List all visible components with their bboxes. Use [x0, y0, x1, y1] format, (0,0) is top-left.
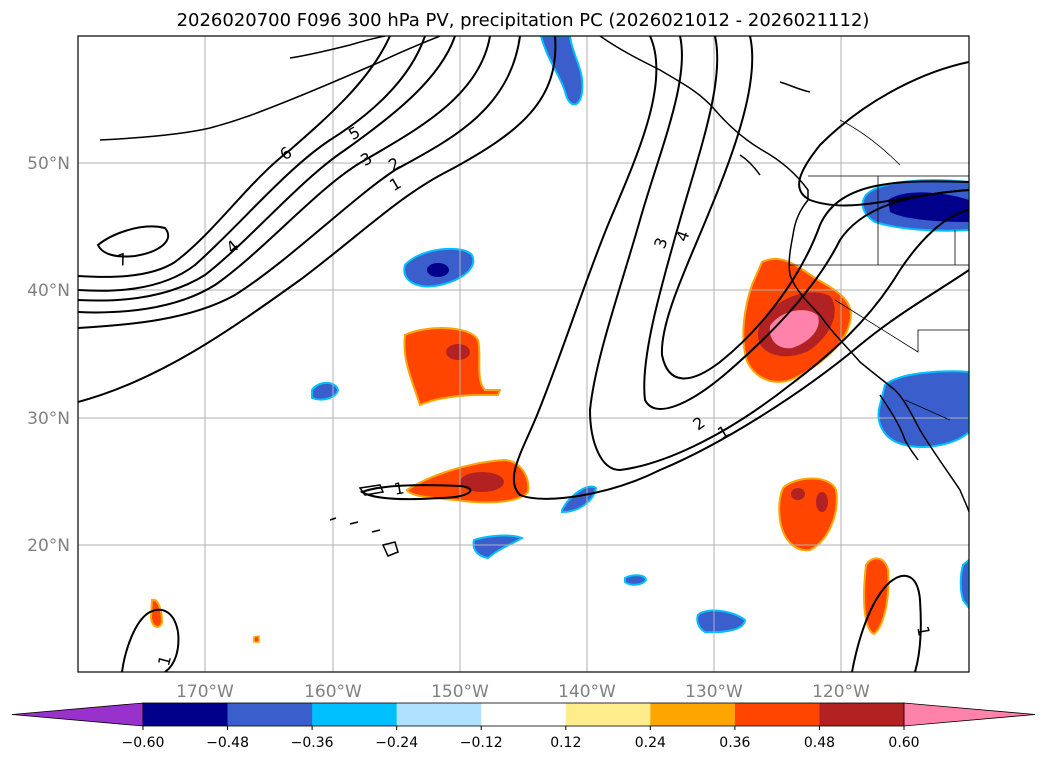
pv-contour-1-east	[512, 36, 969, 500]
colorbar-tick-label: 0.48	[804, 735, 835, 751]
lon-tick-label: 150°W	[431, 682, 489, 702]
longitude-tick-labels: 170°W 160°W 150°W 140°W 130°W 120°W	[176, 682, 870, 702]
colorbar-extend-min	[11, 702, 144, 727]
colorbar-tick-label: −0.24	[375, 735, 418, 751]
precip-positive-area	[253, 635, 260, 643]
colorbar-tick-label: 0.24	[635, 735, 666, 751]
lon-tick-label: 120°W	[812, 682, 870, 702]
colorbar-extend-max	[903, 702, 1036, 727]
lon-tick-label: 140°W	[558, 682, 616, 702]
colorbar-segment	[312, 703, 398, 726]
latitude-tick-labels: 50°N 40°N 30°N 20°N	[27, 154, 70, 556]
colorbar-segment	[650, 703, 736, 726]
colorbar-segment	[819, 703, 905, 726]
lat-tick-label: 20°N	[27, 536, 70, 556]
lon-tick-label: 170°W	[176, 682, 234, 702]
colorbar-segment	[143, 703, 229, 726]
pv-contour-7	[96, 225, 170, 258]
precip-positive-area	[863, 557, 890, 636]
colorbar-frame	[142, 702, 905, 727]
precip-positive-core	[460, 472, 504, 492]
colorbar-tick-label: 0.36	[719, 735, 750, 751]
pv-contour-1-southwest	[121, 608, 180, 672]
colorbar-tick-label: −0.12	[460, 735, 503, 751]
map-gridlines	[78, 36, 969, 672]
colorbar-tick-label: −0.48	[206, 735, 249, 751]
precip-negative-area	[624, 574, 648, 586]
lat-tick-label: 50°N	[27, 154, 70, 174]
precip-negative-area	[472, 534, 525, 560]
pv-contour-3	[78, 36, 491, 314]
pv-contours	[78, 36, 969, 672]
colorbar-tick-label: −0.36	[291, 735, 334, 751]
pv-contour-5-east	[798, 61, 969, 207]
pv-contour-5	[78, 36, 426, 292]
colorbar-segment	[481, 703, 567, 726]
precip-positive-core	[791, 488, 805, 500]
lon-tick-label: 130°W	[685, 682, 743, 702]
pv-contour-2-east	[588, 36, 969, 472]
colorbar-tick-label: −0.60	[122, 735, 165, 751]
precip-positive-core	[446, 344, 470, 360]
political-borders	[790, 119, 969, 421]
pv-label: 1	[154, 653, 175, 668]
colorbar-segment	[396, 703, 482, 726]
precip-negative-area	[877, 370, 969, 448]
precip-positive-area	[149, 598, 164, 628]
pv-label: 1	[392, 478, 405, 498]
lat-tick-label: 30°N	[27, 409, 70, 429]
pv-contour-4	[78, 36, 456, 302]
lat-tick-label: 40°N	[27, 281, 70, 301]
precip-negative-area	[696, 609, 747, 634]
precip-negative-area	[311, 381, 340, 401]
pv-contour-6	[78, 36, 391, 278]
colorbar-segment	[565, 703, 651, 726]
colorbar-tick-label: 0.12	[550, 735, 581, 751]
pv-contour-1-southeast	[851, 574, 922, 672]
lon-tick-label: 160°W	[304, 682, 362, 702]
colorbar-tick-label: 0.60	[888, 735, 919, 751]
colorbar-segment	[734, 703, 820, 726]
precip-negative-area	[959, 558, 969, 610]
map-panel: 7 6 5 4 3 2 1 3 4 2 1 1 1 1	[77, 35, 970, 673]
precip-positive-core	[816, 492, 828, 512]
colorbar-segment	[227, 703, 313, 726]
pv-contour-3-east	[643, 36, 969, 410]
pv-contour-1	[78, 36, 557, 403]
pv-contour-1-hawaii	[359, 484, 472, 501]
precip-negative-core	[427, 263, 449, 277]
colorbar: −0.60 −0.48 −0.36 −0.24 −0.12 0.12 0.24 0.36 0.4…	[11, 702, 1036, 751]
map-frame	[77, 35, 970, 673]
map-title: 2026020700 F096 300 hPa PV, precipitatio…	[177, 10, 870, 31]
pv-label: 1	[913, 624, 933, 637]
pv-contour-2	[78, 36, 521, 329]
